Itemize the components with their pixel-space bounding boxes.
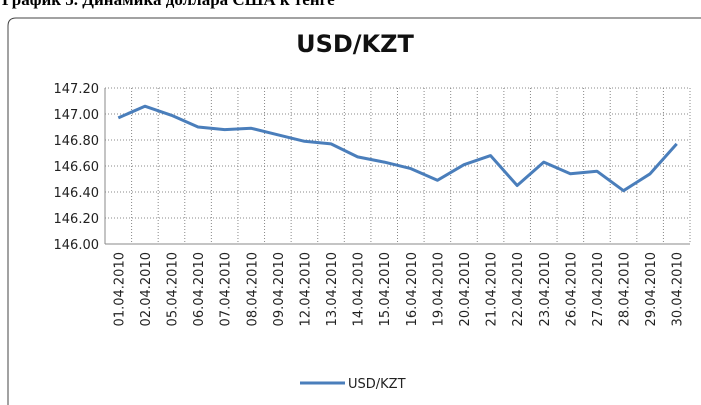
x-tick-label: 09.04.2010 (272, 252, 287, 326)
x-tick-label: 01.04.2010 (112, 252, 127, 326)
legend-label: USD/KZT (348, 377, 406, 392)
x-tick-label: 29.04.2010 (644, 252, 659, 326)
x-tick-label: 27.04.2010 (591, 252, 606, 326)
x-tick-label: 22.04.2010 (511, 252, 526, 326)
x-tick-label: 28.04.2010 (618, 252, 633, 326)
y-tick-label: 146.00 (54, 238, 100, 253)
line-series (117, 104, 678, 193)
x-tick-label: 08.04.2010 (245, 252, 260, 326)
y-tick-label: 147.20 (54, 82, 100, 97)
x-tick-label: 15.04.2010 (378, 252, 393, 326)
x-tick-label: 19.04.2010 (431, 252, 446, 326)
x-tick-label: 26.04.2010 (564, 252, 579, 326)
chart-title: USD/KZT (296, 30, 414, 58)
x-tick-label: 12.04.2010 (298, 252, 313, 326)
header: График 5. Динамика доллара США к тенге (2, 0, 335, 9)
chart-frame (7, 17, 701, 405)
x-tick-label: 14.04.2010 (352, 252, 367, 326)
x-tick-label: 30.04.2010 (671, 252, 686, 326)
y-tick-label: 146.60 (54, 160, 100, 175)
y-tick-label: 146.20 (54, 212, 100, 227)
x-tick-label: 06.04.2010 (192, 252, 207, 326)
x-tick-label: 23.04.2010 (538, 252, 553, 326)
x-tick-label: 05.04.2010 (165, 252, 180, 326)
y-tick-label: 146.80 (54, 134, 100, 149)
x-tick-label: 07.04.2010 (219, 252, 234, 326)
y-tick-label: 146.40 (54, 186, 100, 201)
x-tick-label: 02.04.2010 (139, 252, 154, 326)
x-tick-label: 16.04.2010 (405, 252, 420, 326)
x-tick-label: 20.04.2010 (458, 252, 473, 326)
x-tick-label: 21.04.2010 (485, 252, 500, 326)
x-tick-label: 13.04.2010 (325, 252, 340, 326)
y-tick-label: 147.00 (54, 108, 100, 123)
